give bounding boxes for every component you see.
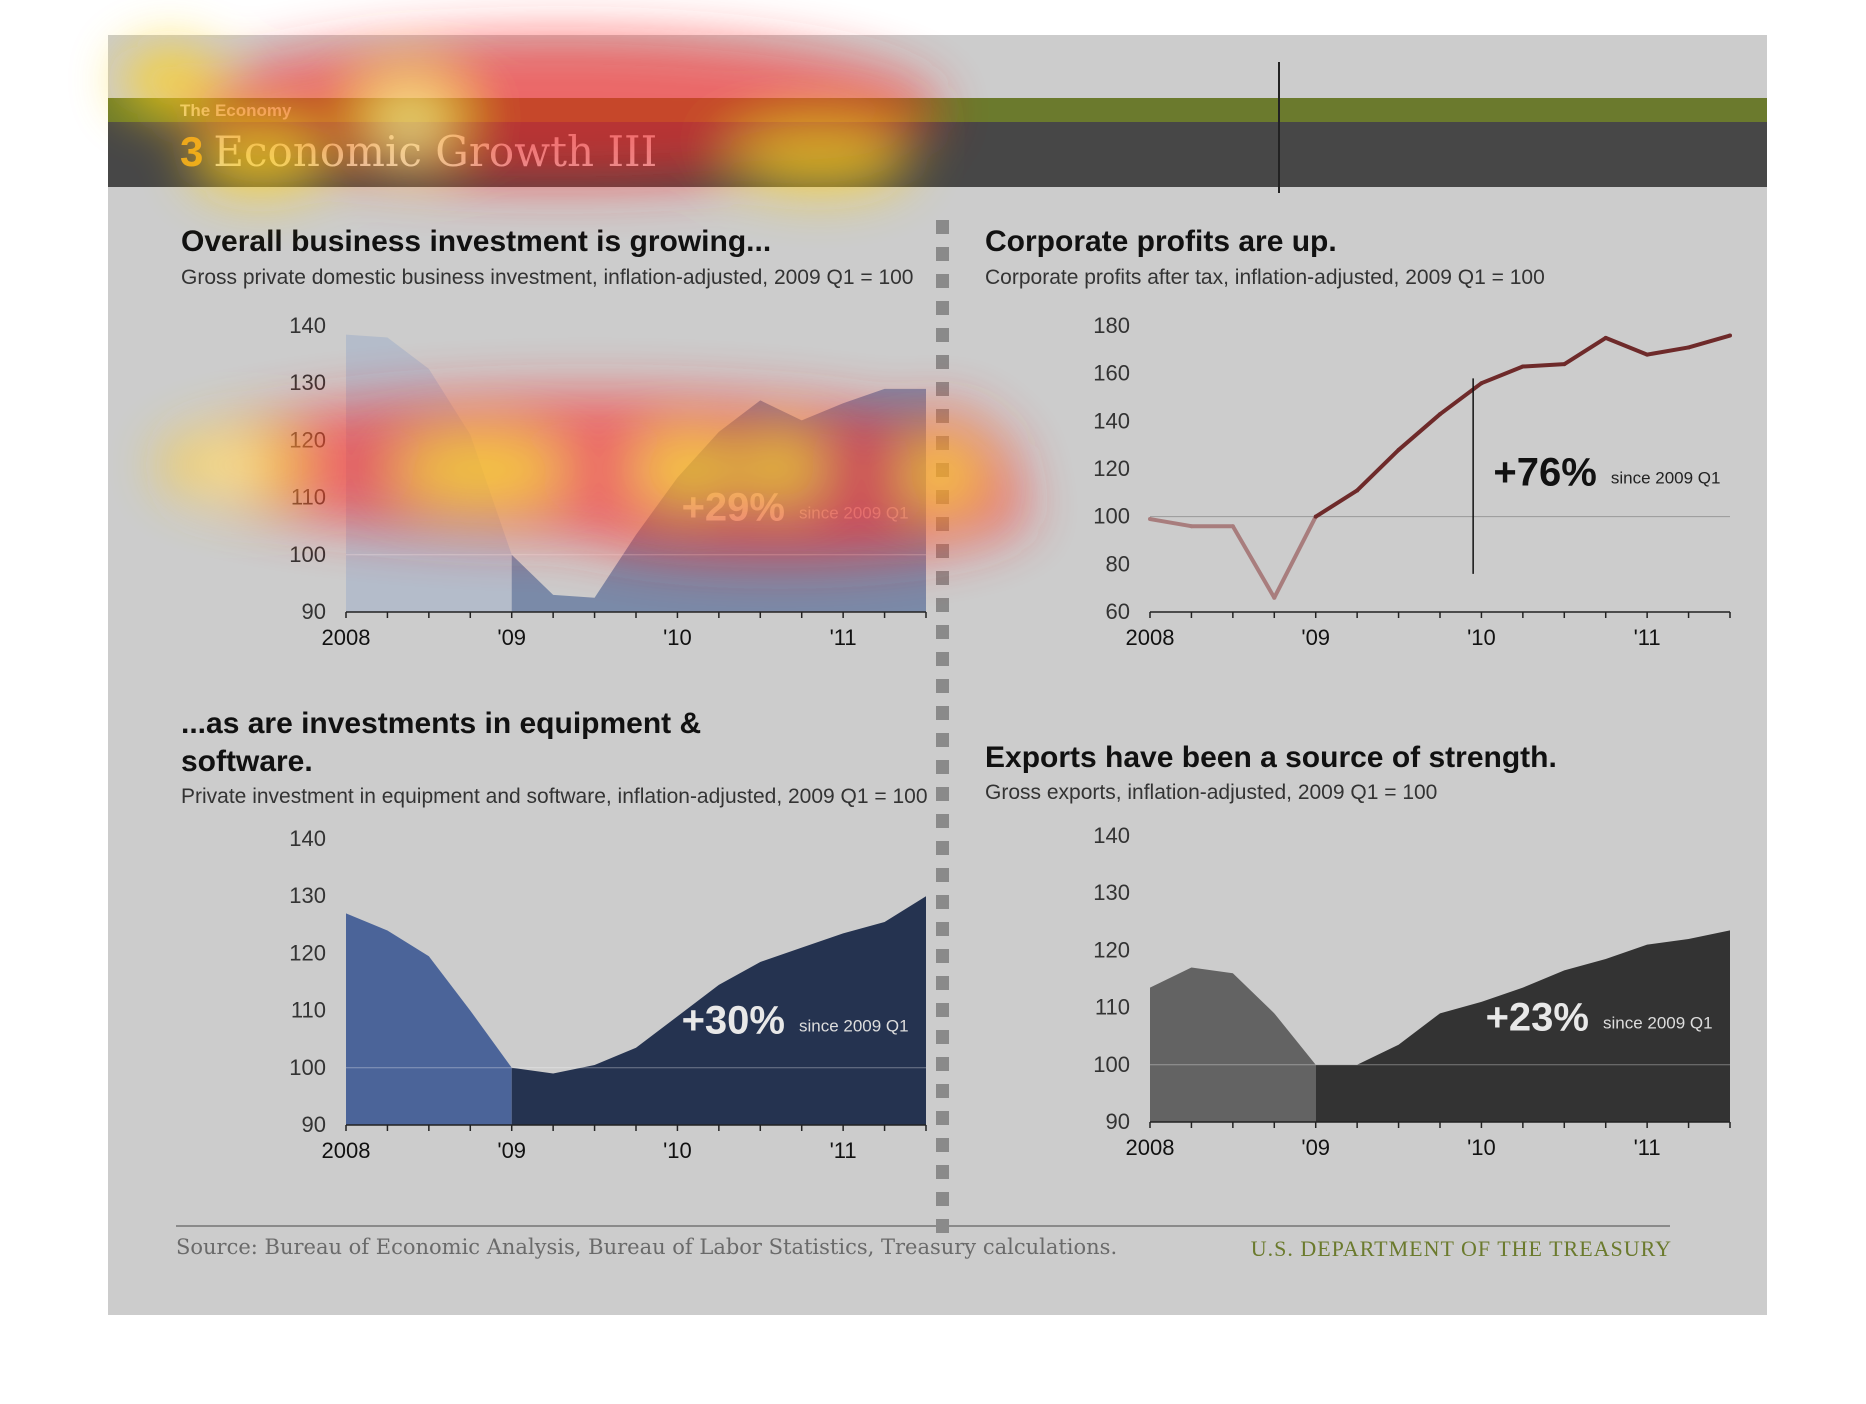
data-point <box>1479 381 1484 386</box>
panel-3-subtitle: Private investment in equipment and soft… <box>181 785 928 808</box>
growth-caption: since 2009 Q1 <box>1611 469 1721 488</box>
y-tick-label: 100 <box>289 542 326 567</box>
area-pre-2009 <box>346 913 512 1125</box>
y-tick-label: 100 <box>289 1055 326 1080</box>
data-point <box>1686 345 1691 350</box>
x-tick-label: '11 <box>1634 1135 1661 1160</box>
y-tick-label: 90 <box>302 1112 326 1137</box>
data-point <box>1313 514 1318 519</box>
data-point <box>1562 362 1567 367</box>
y-tick-label: 140 <box>1093 408 1130 433</box>
y-tick-label: 60 <box>1106 599 1130 624</box>
area-since-2009 <box>511 896 926 1125</box>
deck-title: 3 Economic Growth III <box>180 127 657 176</box>
y-tick-label: 100 <box>1093 1052 1130 1077</box>
x-tick-label: '10 <box>663 625 692 650</box>
x-tick-label: 2008 <box>322 625 371 650</box>
growth-caption: since 2009 Q1 <box>799 503 909 522</box>
y-tick-label: 140 <box>289 313 326 338</box>
panel-1-subtitle: Gross private domestic business investme… <box>181 266 914 289</box>
data-point <box>1148 517 1152 522</box>
x-tick-label: '10 <box>1467 1135 1496 1160</box>
panel-1-title: Overall business investment is growing..… <box>181 225 772 258</box>
growth-caption: since 2009 Q1 <box>799 1016 909 1035</box>
panel-2-title: Corporate profits are up. <box>985 225 1337 258</box>
y-tick-label: 130 <box>1093 880 1130 905</box>
org-name: U.S. DEPARTMENT OF THE TREASURY <box>1250 1236 1672 1261</box>
x-tick-label: '09 <box>1301 625 1330 650</box>
x-tick-label: '10 <box>1467 625 1496 650</box>
growth-value: +76% <box>1493 451 1596 495</box>
x-tick-label: '11 <box>830 625 857 650</box>
x-tick-label: 2008 <box>1126 625 1175 650</box>
y-tick-label: 90 <box>302 599 326 624</box>
y-tick-label: 80 <box>1106 551 1130 576</box>
area-since-2009 <box>1315 930 1730 1122</box>
y-tick-label: 180 <box>1093 313 1130 338</box>
y-tick-label: 90 <box>1106 1109 1130 1134</box>
panel-4-title: Exports have been a source of strength. <box>985 741 1557 774</box>
y-tick-label: 120 <box>289 427 326 452</box>
y-tick-label: 110 <box>291 485 326 510</box>
slide: The Economy 3 Economic Growth III Overall… <box>108 35 1767 1315</box>
deck-title-text: Economic Growth III <box>213 127 658 176</box>
business-investment-chart: 2008 '09 '10 '11 90 100 110 120 130 140 +29% since … <box>289 313 927 650</box>
growth-value: +29% <box>682 485 785 529</box>
x-tick-label: '09 <box>497 625 526 650</box>
data-point <box>1603 335 1608 340</box>
data-point <box>1728 333 1732 338</box>
line-pre-2009 <box>1149 515 1318 600</box>
section-label: The Economy <box>180 101 292 120</box>
y-tick-label: 100 <box>1093 504 1130 529</box>
header-band <box>108 98 1767 122</box>
data-point <box>1396 447 1401 452</box>
area-pre-2009 <box>1150 967 1316 1122</box>
y-tick-label: 140 <box>289 826 326 851</box>
data-point <box>1438 412 1442 417</box>
growth-value: +23% <box>1486 995 1589 1039</box>
corporate-profits-chart: 2008 '09 '10 '11 60 80 100 120 140 160 180 +76% sinc… <box>1093 313 1732 650</box>
data-point <box>1520 364 1525 369</box>
source-note: Source: Bureau of Economic Analysis, Bur… <box>176 1235 1118 1259</box>
y-tick-label: 110 <box>1095 995 1130 1020</box>
section-number: 3 <box>180 128 204 175</box>
x-tick-label: 2008 <box>322 1138 371 1163</box>
data-point <box>1355 488 1360 493</box>
y-tick-label: 120 <box>289 940 326 965</box>
y-tick-label: 140 <box>1093 823 1130 848</box>
exports-chart: 2008 '09 '10 '11 90 100 110 120 130 140 +23% since … <box>1093 823 1731 1160</box>
y-tick-label: 120 <box>1093 937 1130 962</box>
equipment-software-chart: 2008 '09 '10 '11 90 100 110 120 130 140 +30% since … <box>289 826 927 1163</box>
growth-caption: since 2009 Q1 <box>1603 1013 1713 1032</box>
x-tick-label: '09 <box>1301 1135 1330 1160</box>
data-point <box>1189 524 1194 529</box>
panel-3-title: ...as are investments in equipment & sof… <box>181 707 702 778</box>
data-point <box>1645 352 1650 357</box>
panel-2-subtitle: Corporate profits after tax, inflation-a… <box>985 266 1545 289</box>
header-divider <box>1278 62 1280 193</box>
y-tick-label: 110 <box>291 998 326 1023</box>
data-point <box>1230 524 1235 529</box>
x-tick-label: 2008 <box>1126 1135 1175 1160</box>
y-tick-label: 130 <box>289 370 326 395</box>
center-divider <box>936 220 949 1240</box>
y-tick-label: 130 <box>289 883 326 908</box>
panel-4-subtitle: Gross exports, inflation-adjusted, 2009 … <box>985 781 1438 804</box>
area-pre-2009 <box>346 334 512 612</box>
x-tick-label: '09 <box>497 1138 526 1163</box>
x-tick-label: '11 <box>1634 625 1661 650</box>
data-point <box>1272 595 1277 600</box>
footer-rule <box>176 1225 1670 1227</box>
x-tick-label: '11 <box>830 1138 857 1163</box>
y-tick-label: 120 <box>1093 456 1130 481</box>
growth-value: +30% <box>682 998 785 1042</box>
x-tick-label: '10 <box>663 1138 692 1163</box>
y-tick-label: 160 <box>1093 361 1130 386</box>
